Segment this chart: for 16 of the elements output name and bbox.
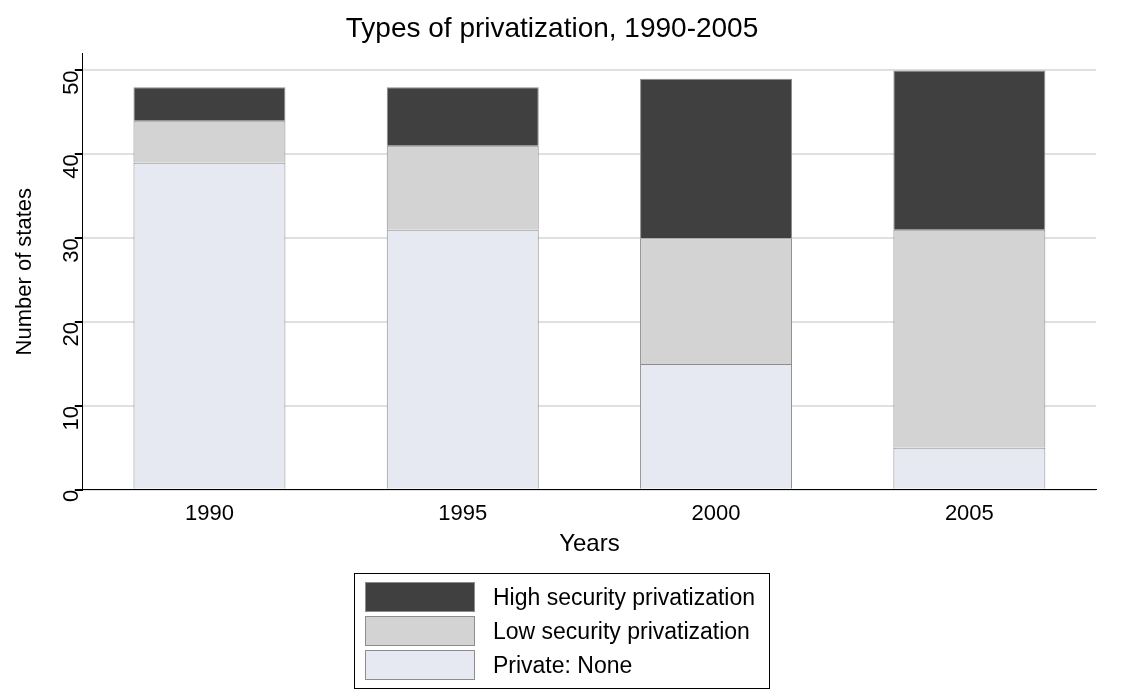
legend-label: Private: None xyxy=(492,651,633,679)
y-tick-label: 10 xyxy=(57,405,83,431)
y-tick-label: 40 xyxy=(57,154,83,179)
x-axis-title: Years xyxy=(559,529,620,557)
y-tick-label: 30 xyxy=(57,238,83,263)
x-tick-label: 2005 xyxy=(944,500,994,526)
legend-label: High security privatization xyxy=(492,583,756,611)
y-tick-label: 20 xyxy=(57,322,83,347)
x-tick-label: 1995 xyxy=(438,500,488,526)
x-tick-label: 2000 xyxy=(691,500,741,526)
y-tick-label: 50 xyxy=(57,70,83,95)
legend-label: Low security privatization xyxy=(492,617,750,645)
y-axis-title: Number of states xyxy=(11,187,37,356)
y-tick-label: 0 xyxy=(57,489,83,503)
x-tick-label: 1990 xyxy=(184,500,234,526)
chart-title: Types of privatization, 1990-2005 xyxy=(345,11,759,43)
